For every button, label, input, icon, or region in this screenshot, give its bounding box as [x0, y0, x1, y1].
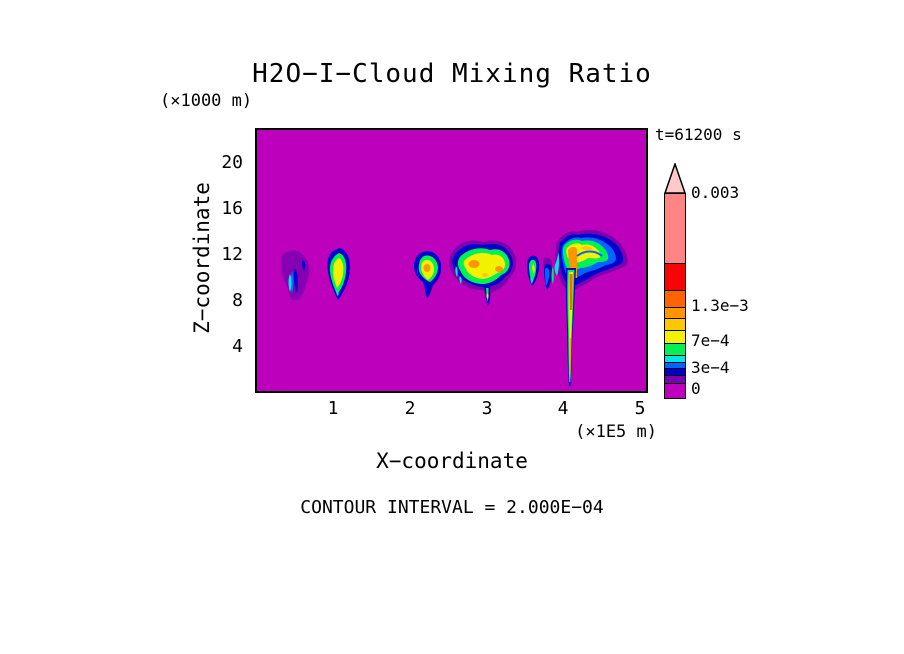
- colorbar-segment-purple: [665, 376, 685, 384]
- z-tick-label: 12: [221, 244, 243, 265]
- z-tick-label: 4: [232, 336, 243, 357]
- contour-interval-note: CONTOUR INTERVAL = 2.000E−04: [300, 497, 604, 518]
- colorbar: [664, 193, 686, 399]
- x-tick-label: 5: [634, 398, 646, 419]
- timestamp-label: t=61200 s: [655, 125, 742, 144]
- colorbar-segment-blue: [665, 363, 685, 369]
- x-tick-label: 4: [557, 398, 569, 419]
- colorbar-segment-yellow: [665, 331, 685, 344]
- cloud-feature-3: [413, 251, 442, 298]
- contour-region: [554, 252, 560, 276]
- colorbar-segment-red: [665, 264, 685, 291]
- x-axis-label: X−coordinate: [376, 449, 528, 473]
- contour-region: [336, 290, 339, 296]
- x-tick-label: 2: [404, 398, 416, 419]
- contour-region: [463, 252, 506, 279]
- colorbar-segment-green: [665, 344, 685, 356]
- cloud-feature-2: [327, 248, 351, 300]
- colorbar-segment-magenta: [665, 384, 685, 398]
- contour-region: [545, 268, 550, 286]
- colorbar-segment-orange: [665, 308, 685, 319]
- contour-region: [293, 268, 299, 293]
- x-axis-units-label: (×1E5 m): [575, 422, 657, 442]
- contour-region: [569, 338, 571, 372]
- contour-region: [532, 264, 535, 274]
- contour-region: [333, 258, 344, 288]
- contour-region: [530, 276, 533, 284]
- contour-region: [423, 264, 431, 272]
- z-tick-label: 20: [221, 152, 243, 173]
- z-axis-units-label: (×1000 m): [160, 91, 253, 111]
- contour-region: [301, 260, 306, 271]
- plot-title: H2O−I−Cloud Mixing Ratio: [252, 59, 652, 89]
- contour-region: [459, 276, 462, 284]
- contour-region: [417, 260, 421, 282]
- cloud-feature-6-anvil: [551, 229, 628, 292]
- contour-region: [576, 250, 603, 257]
- colorbar-tick-label: 7e−4: [691, 331, 730, 350]
- contour-region: [482, 273, 488, 277]
- colorbar-segment-navy: [665, 369, 685, 376]
- contour-region: [288, 274, 292, 292]
- contour-plot-area: [255, 128, 648, 393]
- colorbar-segment-dark-orange: [665, 291, 685, 308]
- cloud-contour-graphics: [281, 229, 628, 386]
- cloud-feature-4: [449, 240, 517, 306]
- x-tick-label: 1: [327, 398, 339, 419]
- contour-region: [551, 267, 554, 284]
- colorbar-overflow-arrow: [663, 163, 687, 194]
- colorbar-tick-label: 0.003: [691, 183, 740, 202]
- precipitation-shaft: [565, 268, 576, 386]
- z-tick-label: 16: [221, 198, 243, 219]
- contour-region: [290, 271, 294, 294]
- contour-region: [495, 266, 503, 272]
- cloud-feature-5: [527, 255, 553, 290]
- contour-region: [486, 293, 489, 299]
- x-tick-label: 3: [481, 398, 493, 419]
- colorbar-segment-cyan: [665, 356, 685, 363]
- contour-region: [581, 246, 593, 251]
- colorbar-segment-pink: [665, 194, 685, 264]
- z-tick-label: 8: [232, 290, 243, 311]
- colorbar-tick-label: 1.3e−3: [691, 296, 749, 315]
- colorbar-tick-label: 0: [691, 379, 701, 398]
- contour-region: [569, 274, 573, 310]
- cloud-feature-1: [281, 250, 310, 301]
- colorbar-tick-label: 3e−4: [691, 358, 730, 377]
- colorbar-segment-amber: [665, 319, 685, 331]
- contour-region: [455, 266, 458, 277]
- contour-region: [468, 260, 480, 268]
